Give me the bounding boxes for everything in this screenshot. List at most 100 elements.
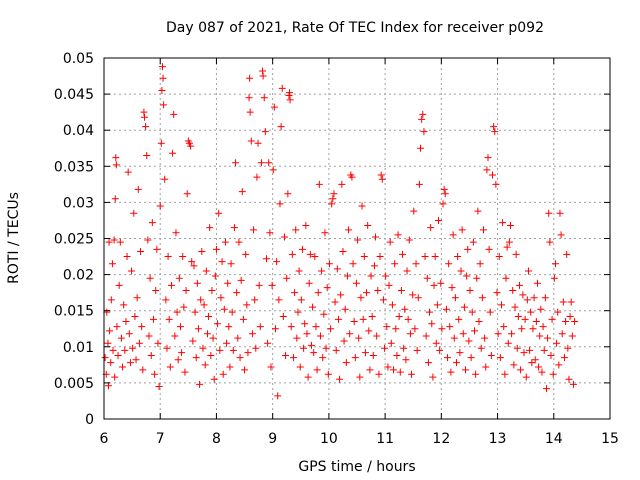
data-point bbox=[179, 253, 187, 261]
data-point bbox=[475, 318, 483, 326]
data-point bbox=[346, 330, 354, 338]
data-point bbox=[473, 274, 481, 282]
data-point bbox=[130, 209, 138, 217]
data-point bbox=[283, 274, 291, 282]
data-point bbox=[482, 363, 490, 371]
data-point bbox=[223, 339, 231, 347]
data-point bbox=[360, 253, 368, 261]
data-point bbox=[303, 330, 311, 338]
data-point bbox=[386, 238, 394, 246]
data-point bbox=[403, 267, 411, 275]
data-point bbox=[248, 330, 256, 338]
data-point bbox=[375, 370, 383, 378]
data-point bbox=[226, 363, 234, 371]
data-point bbox=[566, 312, 574, 320]
data-point bbox=[538, 368, 546, 376]
data-point bbox=[568, 332, 576, 340]
data-point bbox=[374, 286, 382, 294]
data-point bbox=[109, 346, 117, 354]
data-point bbox=[387, 339, 395, 347]
data-point bbox=[175, 274, 183, 282]
data-point bbox=[433, 301, 441, 309]
data-point bbox=[157, 139, 165, 147]
data-point bbox=[129, 344, 137, 352]
data-point bbox=[432, 339, 440, 347]
data-point bbox=[165, 315, 173, 323]
data-point bbox=[423, 274, 431, 282]
data-point bbox=[300, 344, 308, 352]
data-point bbox=[176, 323, 184, 331]
data-point bbox=[227, 260, 235, 268]
data-point bbox=[503, 243, 511, 251]
y-tick-label: 0.05 bbox=[63, 51, 94, 67]
data-point bbox=[435, 216, 443, 224]
data-point bbox=[355, 334, 363, 342]
data-point bbox=[395, 312, 403, 320]
data-point bbox=[146, 274, 154, 282]
data-point bbox=[145, 332, 153, 340]
data-point bbox=[238, 188, 246, 196]
data-point bbox=[413, 346, 421, 354]
data-point bbox=[210, 375, 218, 383]
data-point bbox=[312, 323, 320, 331]
data-point bbox=[445, 260, 453, 268]
x-tick-label: 7 bbox=[156, 431, 165, 447]
data-point bbox=[404, 315, 412, 323]
data-point bbox=[336, 375, 344, 383]
data-point bbox=[311, 253, 319, 261]
data-point bbox=[305, 279, 313, 287]
data-point bbox=[274, 392, 282, 400]
data-point bbox=[528, 359, 536, 367]
data-point bbox=[388, 301, 396, 309]
data-point bbox=[219, 370, 227, 378]
data-point bbox=[417, 144, 425, 152]
data-point bbox=[318, 267, 326, 275]
data-point bbox=[218, 258, 226, 266]
y-tick-label: 0.02 bbox=[63, 268, 94, 284]
x-tick-label: 14 bbox=[545, 431, 563, 447]
data-point bbox=[133, 294, 141, 302]
data-point bbox=[296, 363, 304, 371]
data-point bbox=[328, 200, 336, 208]
data-point bbox=[264, 339, 272, 347]
data-point bbox=[544, 334, 552, 342]
data-point bbox=[529, 325, 537, 333]
data-point bbox=[112, 161, 120, 169]
data-point bbox=[515, 281, 523, 289]
data-point bbox=[533, 279, 541, 287]
data-point bbox=[415, 180, 423, 188]
data-point bbox=[420, 128, 428, 136]
data-point bbox=[108, 260, 116, 268]
data-point bbox=[253, 173, 261, 181]
data-point bbox=[306, 250, 314, 258]
data-point bbox=[439, 200, 447, 208]
data-point bbox=[153, 245, 161, 253]
data-point bbox=[113, 323, 121, 331]
data-point bbox=[101, 354, 109, 362]
data-point bbox=[137, 247, 145, 255]
data-point bbox=[510, 361, 518, 369]
data-point bbox=[442, 305, 450, 313]
data-point bbox=[563, 250, 571, 258]
data-point bbox=[259, 67, 267, 75]
data-point bbox=[484, 154, 492, 162]
data-point bbox=[554, 308, 562, 316]
y-tick-label: 0.01 bbox=[63, 340, 94, 356]
data-point bbox=[499, 219, 507, 227]
y-tick-label: 0.015 bbox=[54, 304, 94, 320]
data-point bbox=[295, 267, 303, 275]
data-point bbox=[532, 318, 540, 326]
data-point bbox=[440, 185, 448, 193]
data-point bbox=[120, 301, 128, 309]
data-point bbox=[221, 238, 229, 246]
data-point bbox=[200, 301, 208, 309]
data-point bbox=[235, 238, 243, 246]
data-point bbox=[492, 180, 500, 188]
data-point bbox=[188, 258, 196, 266]
data-point bbox=[506, 222, 514, 230]
data-point bbox=[546, 238, 554, 246]
data-point bbox=[462, 366, 470, 374]
data-point bbox=[307, 341, 315, 349]
data-point bbox=[487, 351, 495, 359]
data-point bbox=[201, 361, 209, 369]
